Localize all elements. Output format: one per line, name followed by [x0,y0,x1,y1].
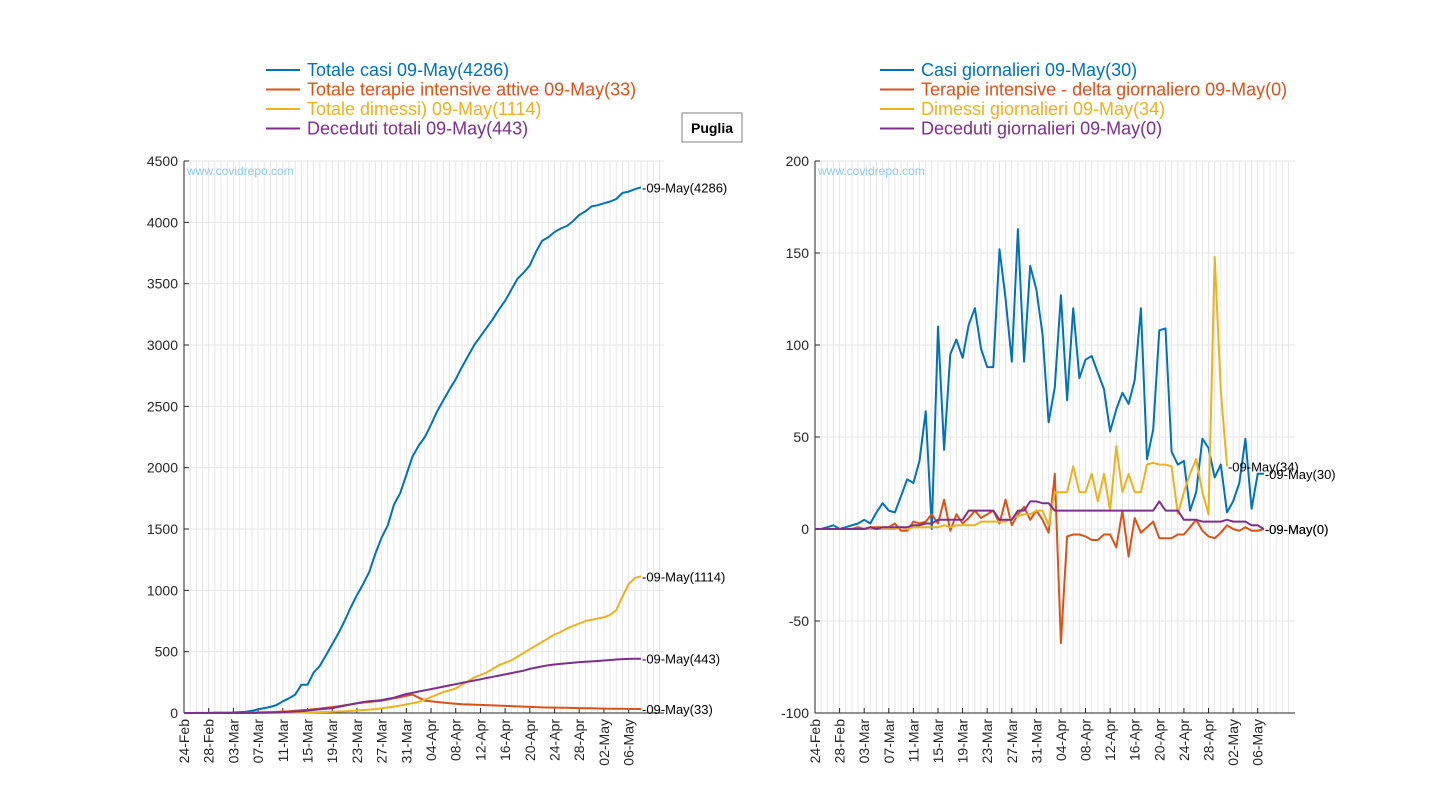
x-tick-label: 28-Feb [201,719,217,764]
x-tick-label: 24-Feb [807,719,823,764]
legend: Casi giornalieri 09-May(30)Terapie inten… [880,60,1287,139]
x-tick-label: 24-Apr [1176,719,1192,761]
x-tick-label: 16-Apr [497,719,513,761]
y-tick-label: 2000 [147,460,178,476]
series-line-1 [184,186,642,714]
series-end-label: -09-May(34) [1228,459,1299,474]
x-tick-label: 02-May [596,719,612,766]
x-tick-label: 24-Apr [547,719,563,761]
region-label-box [681,112,743,143]
y-tick-label: 4000 [147,214,178,230]
series-end-label: -09-May(0) [1265,522,1329,537]
y-tick-label: 150 [786,245,810,261]
x-tick-label: 27-Mar [1004,719,1020,764]
x-tick-label: 03-Mar [225,719,241,764]
legend-label: Totale terapie intensive attive 09-May(3… [307,80,636,100]
x-tick-label: 19-Mar [955,719,971,764]
series-end-label: -09-May(443) [642,652,720,667]
x-tick-label: 28-Feb [832,719,848,764]
x-tick-label: 15-Mar [300,719,316,764]
x-tick-label: 27-Mar [374,719,390,764]
x-tick-label: 04-Apr [1053,719,1069,761]
series-end-label: -09-May(33) [642,702,713,717]
x-tick-label: 04-Apr [423,719,439,761]
y-tick-label: 1000 [147,582,178,598]
x-tick-label: 20-Apr [1151,719,1167,761]
y-tick-label: 0 [170,705,178,721]
legend: Totale casi 09-May(4286)Totale terapie i… [266,60,636,139]
series-line-1 [815,228,1264,530]
x-tick-label: 02-May [1225,719,1241,766]
x-tick-label: 07-Mar [881,719,897,764]
x-tick-label: 08-Apr [448,719,464,761]
legend-label: Totale dimessi) 09-May(1114) [307,99,541,119]
y-tick-label: -50 [789,613,809,629]
x-tick-label: 06-May [621,719,637,766]
x-tick-label: 03-Mar [856,719,872,764]
y-tick-label: 200 [786,153,810,169]
series-end-label: -09-May(1114) [642,569,725,584]
x-tick-label: 08-Apr [1078,719,1094,761]
y-tick-label: 3000 [147,337,178,353]
x-tick-label: 06-May [1250,719,1266,766]
y-tick-label: 50 [793,429,809,445]
y-tick-label: 100 [786,337,810,353]
y-tick-label: 3500 [147,276,178,292]
y-tick-label: 2500 [147,398,178,414]
chart-1: 0 500 1000 1500 2000 2500 3000 3500 4000 4500 24-F… [147,60,727,766]
series-line-3 [815,255,1228,530]
x-tick-label: 28-Apr [1201,719,1217,761]
x-tick-label: 12-Apr [472,719,488,761]
series-end-label: -09-May(4286) [642,180,727,195]
x-tick-label: 11-Mar [905,719,921,763]
x-tick-label: 23-Mar [349,719,365,764]
x-tick-label: 20-Apr [522,719,538,761]
watermark: www.covidrepo.com [186,164,294,178]
legend-label: Terapie intensive - delta giornaliero 09… [921,80,1287,100]
grid [814,160,1295,714]
x-tick-label: 16-Apr [1127,719,1143,761]
series-line-4 [184,657,641,714]
y-tick-label: 4500 [147,153,178,169]
x-tick-label: 12-Apr [1102,719,1118,761]
chart-2: -100 -50 0 50 100 150 200 24-Feb 28-Feb 03-Mar 07-… [781,60,1336,766]
x-tick-label: 11-Mar [275,719,291,763]
x-tick-label: 15-Mar [930,719,946,764]
legend-label: Casi giornalieri 09-May(30) [921,60,1137,80]
y-tick-label: -100 [781,705,809,721]
series-end-label: -09-May(30) [1265,467,1336,482]
legend-label: Deceduti giornalieri 09-May(0) [921,119,1162,139]
x-tick-label: 31-Mar [398,719,414,764]
x-tick-label: 24-Feb [176,719,192,764]
series-end-label: -09-May(0) [1265,522,1329,537]
region-label: Puglia [681,112,743,143]
x-tick-label: 19-Mar [324,719,340,764]
y-tick-label: 1500 [147,521,178,537]
legend-label: Totale casi 09-May(4286) [307,60,509,80]
x-tick-label: 28-Apr [571,719,587,761]
y-tick-label: 500 [155,644,179,660]
y-tick-label: 0 [801,521,809,537]
region-label-text: Puglia [691,120,733,136]
legend-label: Dimessi giornalieri 09-May(34) [921,99,1165,119]
x-tick-label: 07-Mar [250,719,266,764]
x-tick-label: 31-Mar [1028,719,1044,764]
legend-label: Deceduti totali 09-May(443) [307,119,528,139]
series-line-4 [815,500,1265,530]
x-tick-label: 23-Mar [979,719,995,764]
watermark: www.covidrepo.com [817,164,925,178]
